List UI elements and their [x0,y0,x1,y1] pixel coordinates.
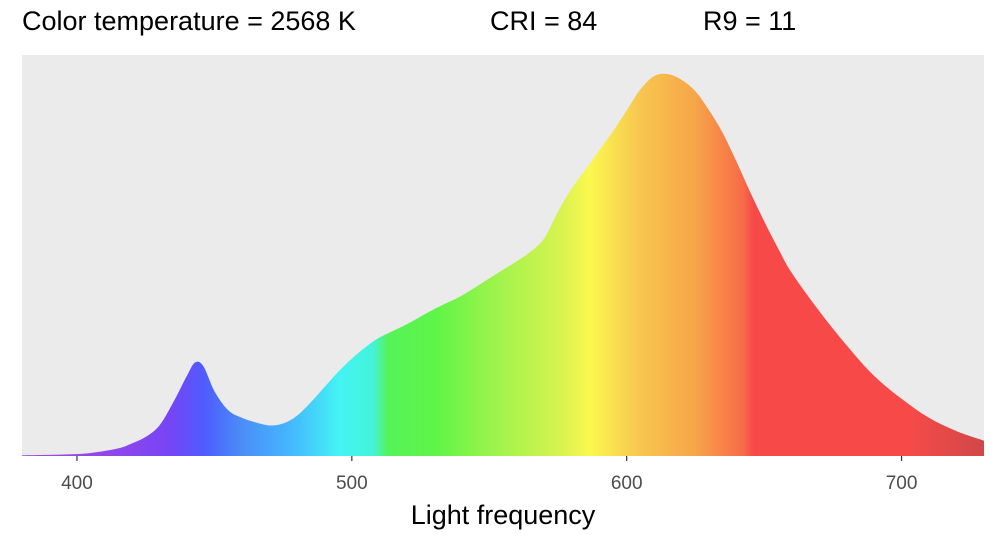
x-tick-label: 400 [61,473,93,494]
x-tick-label: 600 [611,473,643,494]
x-axis: 400 500 600 700 [61,456,917,494]
spectrum-area [22,73,984,456]
color-temperature-label: Color temperature = 2568 K [22,6,356,36]
x-axis-title: Light frequency [411,500,596,530]
r9-label: R9 = 11 [703,6,797,36]
x-tick-label: 500 [336,473,368,494]
cri-label: CRI = 84 [490,6,598,36]
x-tick-label: 700 [886,473,918,494]
